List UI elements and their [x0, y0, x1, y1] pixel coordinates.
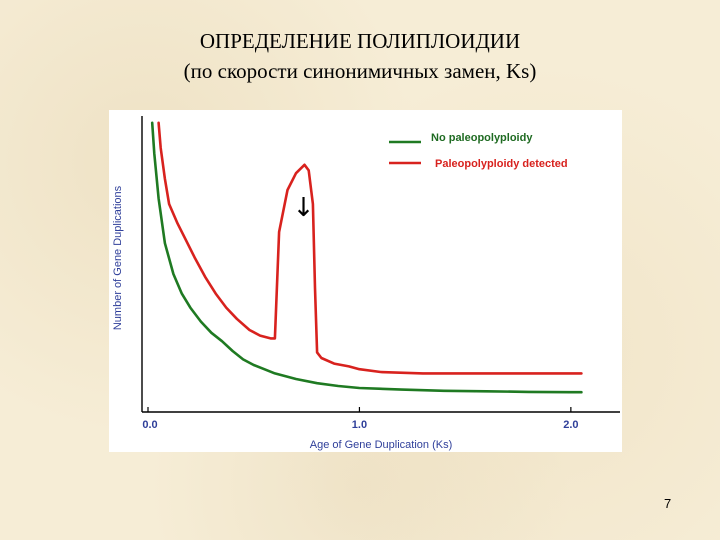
legend-label-paleopolyploidy-detected: Paleopolyploidy detected — [435, 158, 568, 170]
x-tick-label: 1.0 — [352, 419, 367, 431]
chart-panel: 0.0 1.0 2.0 ↓ No paleopolyploidy Paleopoly… — [109, 110, 622, 452]
x-tick-label: 2.0 — [563, 419, 578, 431]
title-line-2: (по скорости синонимичных замен, Ks) — [183, 59, 537, 83]
x-axis-label: Age of Gene Duplication (Ks) — [310, 439, 452, 451]
legend-label-no-paleopolyploidy: No paleopolyploidy — [431, 132, 533, 144]
page-number: 7 — [664, 496, 672, 511]
series-no-paleopolyploidy-line — [150, 121, 583, 394]
duplication-age-chart: 0.0 1.0 2.0 ↓ No paleopolyploidy Paleopoly… — [112, 116, 620, 451]
x-tick-label: 0.0 — [142, 419, 157, 431]
slide-title: ОПРЕДЕЛЕНИЕ ПОЛИПЛОИДИИ (по скорости син… — [0, 26, 720, 86]
y-axis-label: Number of Gene Duplications — [112, 185, 124, 330]
title-line-1: ОПРЕДЕЛЕНИЕ ПОЛИПЛОИДИИ — [199, 29, 521, 53]
x-tick-group: 0.0 1.0 2.0 — [142, 407, 579, 431]
peak-arrow-annotation: ↓ — [293, 193, 315, 223]
series-paleopolyploidy-detected-line — [157, 121, 583, 375]
legend: No paleopolyploidy Paleopolyploidy detec… — [389, 132, 568, 170]
